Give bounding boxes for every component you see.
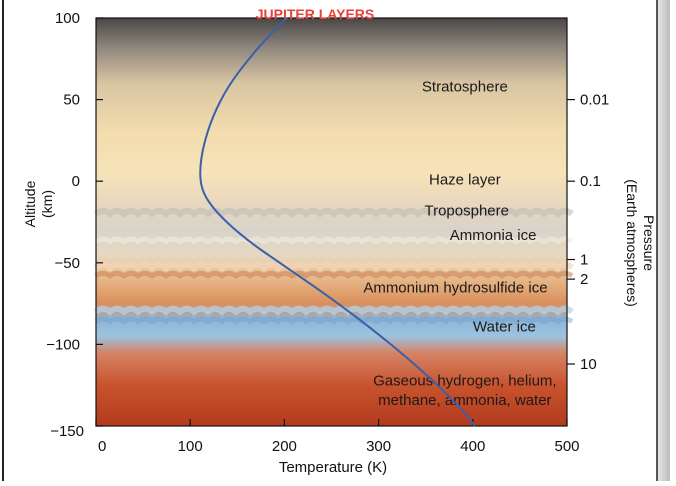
y-tick-label: 100 [55,10,80,27]
layer-label: Troposphere [424,203,509,220]
temperature-profile [199,17,476,427]
layer-labels: Stratosphere Haze layer Troposphere Ammonia… [363,79,556,409]
pressure-tick-label: 2 [580,271,588,288]
y-axis-unit-label: (km) [39,190,55,218]
pressure-axis-unit-label: (Earth atmospheres) [624,179,640,307]
pressure-tick-label: 0.01 [580,92,609,109]
cloud-band [94,261,574,272]
cloud-band [94,316,574,325]
pressure-axis: 0.01 0.1 1 2 10 [567,92,609,373]
x-tick-label: 200 [272,438,297,455]
y-tick-label: −150 [50,423,84,440]
x-axis: 0 100 200 300 400 500 [95,419,580,455]
x-axis-label: Temperature (K) [279,459,387,476]
x-tick-label: 400 [460,438,485,455]
x-tick-label: 500 [554,438,579,455]
y-axis-label: Altitude [22,180,38,227]
cloud-band [94,236,574,245]
temperature-line [199,17,476,427]
cloud-band [94,207,574,218]
layer-label: Water ice [473,318,536,335]
plot-border [95,17,568,427]
y-tick-label: 50 [63,92,80,109]
atmosphere-background [96,18,567,426]
plot-area [94,17,574,427]
cloud-bands [94,207,574,325]
pressure-axis-label: Pressure [641,215,657,271]
layer-label: Ammonium hydrosulfide ice [363,279,547,296]
layer-label: methane, ammonia, water [378,392,551,409]
pressure-tick-label: 10 [580,356,597,373]
y-axis: 100 50 0 −50 −100 −150 [46,10,103,440]
x-tick-label: 0 [98,438,106,455]
chart-title: JUPITER LAYERS [256,6,375,22]
pressure-tick-label: 1 [580,252,588,269]
layer-label: Gaseous hydrogen, helium, [373,372,556,389]
x-tick-label: 300 [366,438,391,455]
pressure-tick-label: 0.1 [580,173,601,190]
y-tick-label: −100 [46,336,80,353]
y-tick-label: −50 [55,255,80,272]
layer-label: Haze layer [429,172,501,189]
y-tick-label: 0 [72,173,80,190]
frame-right-edge [657,0,670,481]
cloud-band [94,305,574,316]
layer-label: Ammonia ice [450,227,537,244]
cloud-band [94,270,574,279]
layer-label: Stratosphere [422,79,508,96]
x-tick-label: 100 [178,438,203,455]
